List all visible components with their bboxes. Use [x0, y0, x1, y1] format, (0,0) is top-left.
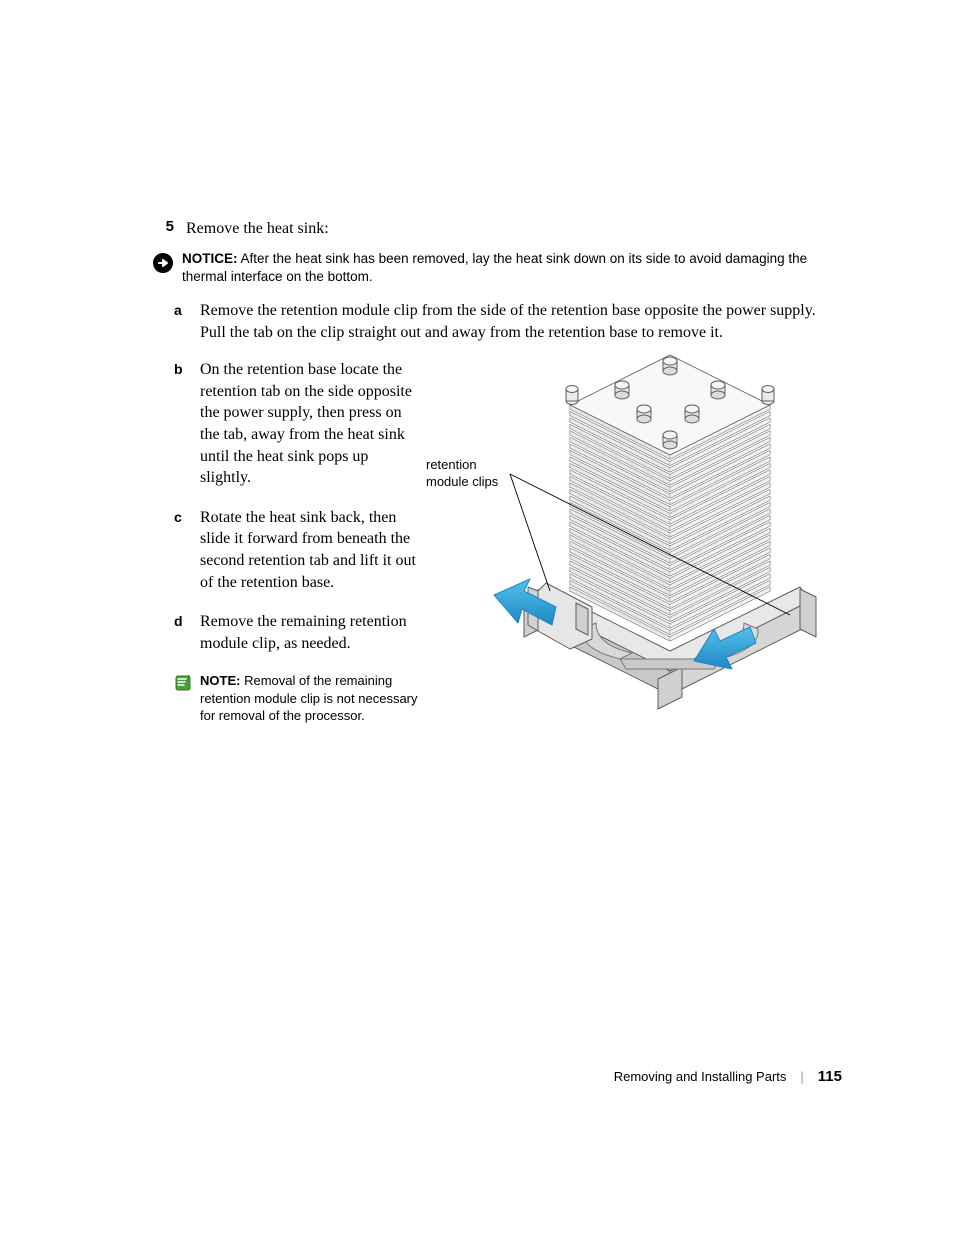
- left-column: b On the retention base locate the reten…: [174, 359, 420, 725]
- substep-c: c Rotate the heat sink back, then slide …: [174, 507, 420, 593]
- note-block: NOTE: Removal of the remaining retention…: [174, 672, 420, 725]
- substep-b: b On the retention base locate the reten…: [174, 359, 420, 489]
- substep-letter: a: [174, 300, 200, 343]
- two-column-area: b On the retention base locate the reten…: [174, 359, 842, 725]
- substep-d: d Remove the remaining retention module …: [174, 611, 420, 654]
- step-5: 5 Remove the heat sink:: [142, 218, 842, 240]
- step-number: 5: [142, 218, 186, 240]
- substep-letter: c: [174, 507, 200, 593]
- notice-icon: [142, 250, 182, 274]
- footer-page-number: 115: [818, 1068, 842, 1085]
- substep-text: Rotate the heat sink back, then slide it…: [200, 507, 420, 593]
- footer-separator: |: [800, 1069, 803, 1084]
- substep-a: a Remove the retention module clip from …: [174, 300, 842, 343]
- substep-letter: b: [174, 359, 200, 489]
- note-icon: [174, 672, 200, 697]
- substep-text: Remove the retention module clip from th…: [200, 300, 842, 343]
- content-block: 5 Remove the heat sink: NOTICE: After th…: [142, 218, 842, 725]
- page: 5 Remove the heat sink: NOTICE: After th…: [0, 0, 954, 1235]
- substep-text: On the retention base locate the retenti…: [200, 359, 420, 489]
- substep-text: Remove the remaining retention module cl…: [200, 611, 420, 654]
- notice-label: NOTICE:: [182, 251, 238, 266]
- notice-block: NOTICE: After the heat sink has been rem…: [142, 250, 842, 286]
- note-text: NOTE: Removal of the remaining retention…: [200, 672, 420, 725]
- page-footer: Removing and Installing Parts | 115: [614, 1068, 842, 1085]
- notice-body: After the heat sink has been removed, la…: [182, 251, 807, 284]
- footer-section: Removing and Installing Parts: [614, 1069, 787, 1084]
- notice-text: NOTICE: After the heat sink has been rem…: [182, 250, 842, 286]
- note-label: NOTE:: [200, 673, 240, 688]
- heatsink-diagram: [420, 339, 840, 719]
- step-text: Remove the heat sink:: [186, 218, 842, 240]
- figure-column: retention module clips: [420, 359, 842, 725]
- substep-letter: d: [174, 611, 200, 654]
